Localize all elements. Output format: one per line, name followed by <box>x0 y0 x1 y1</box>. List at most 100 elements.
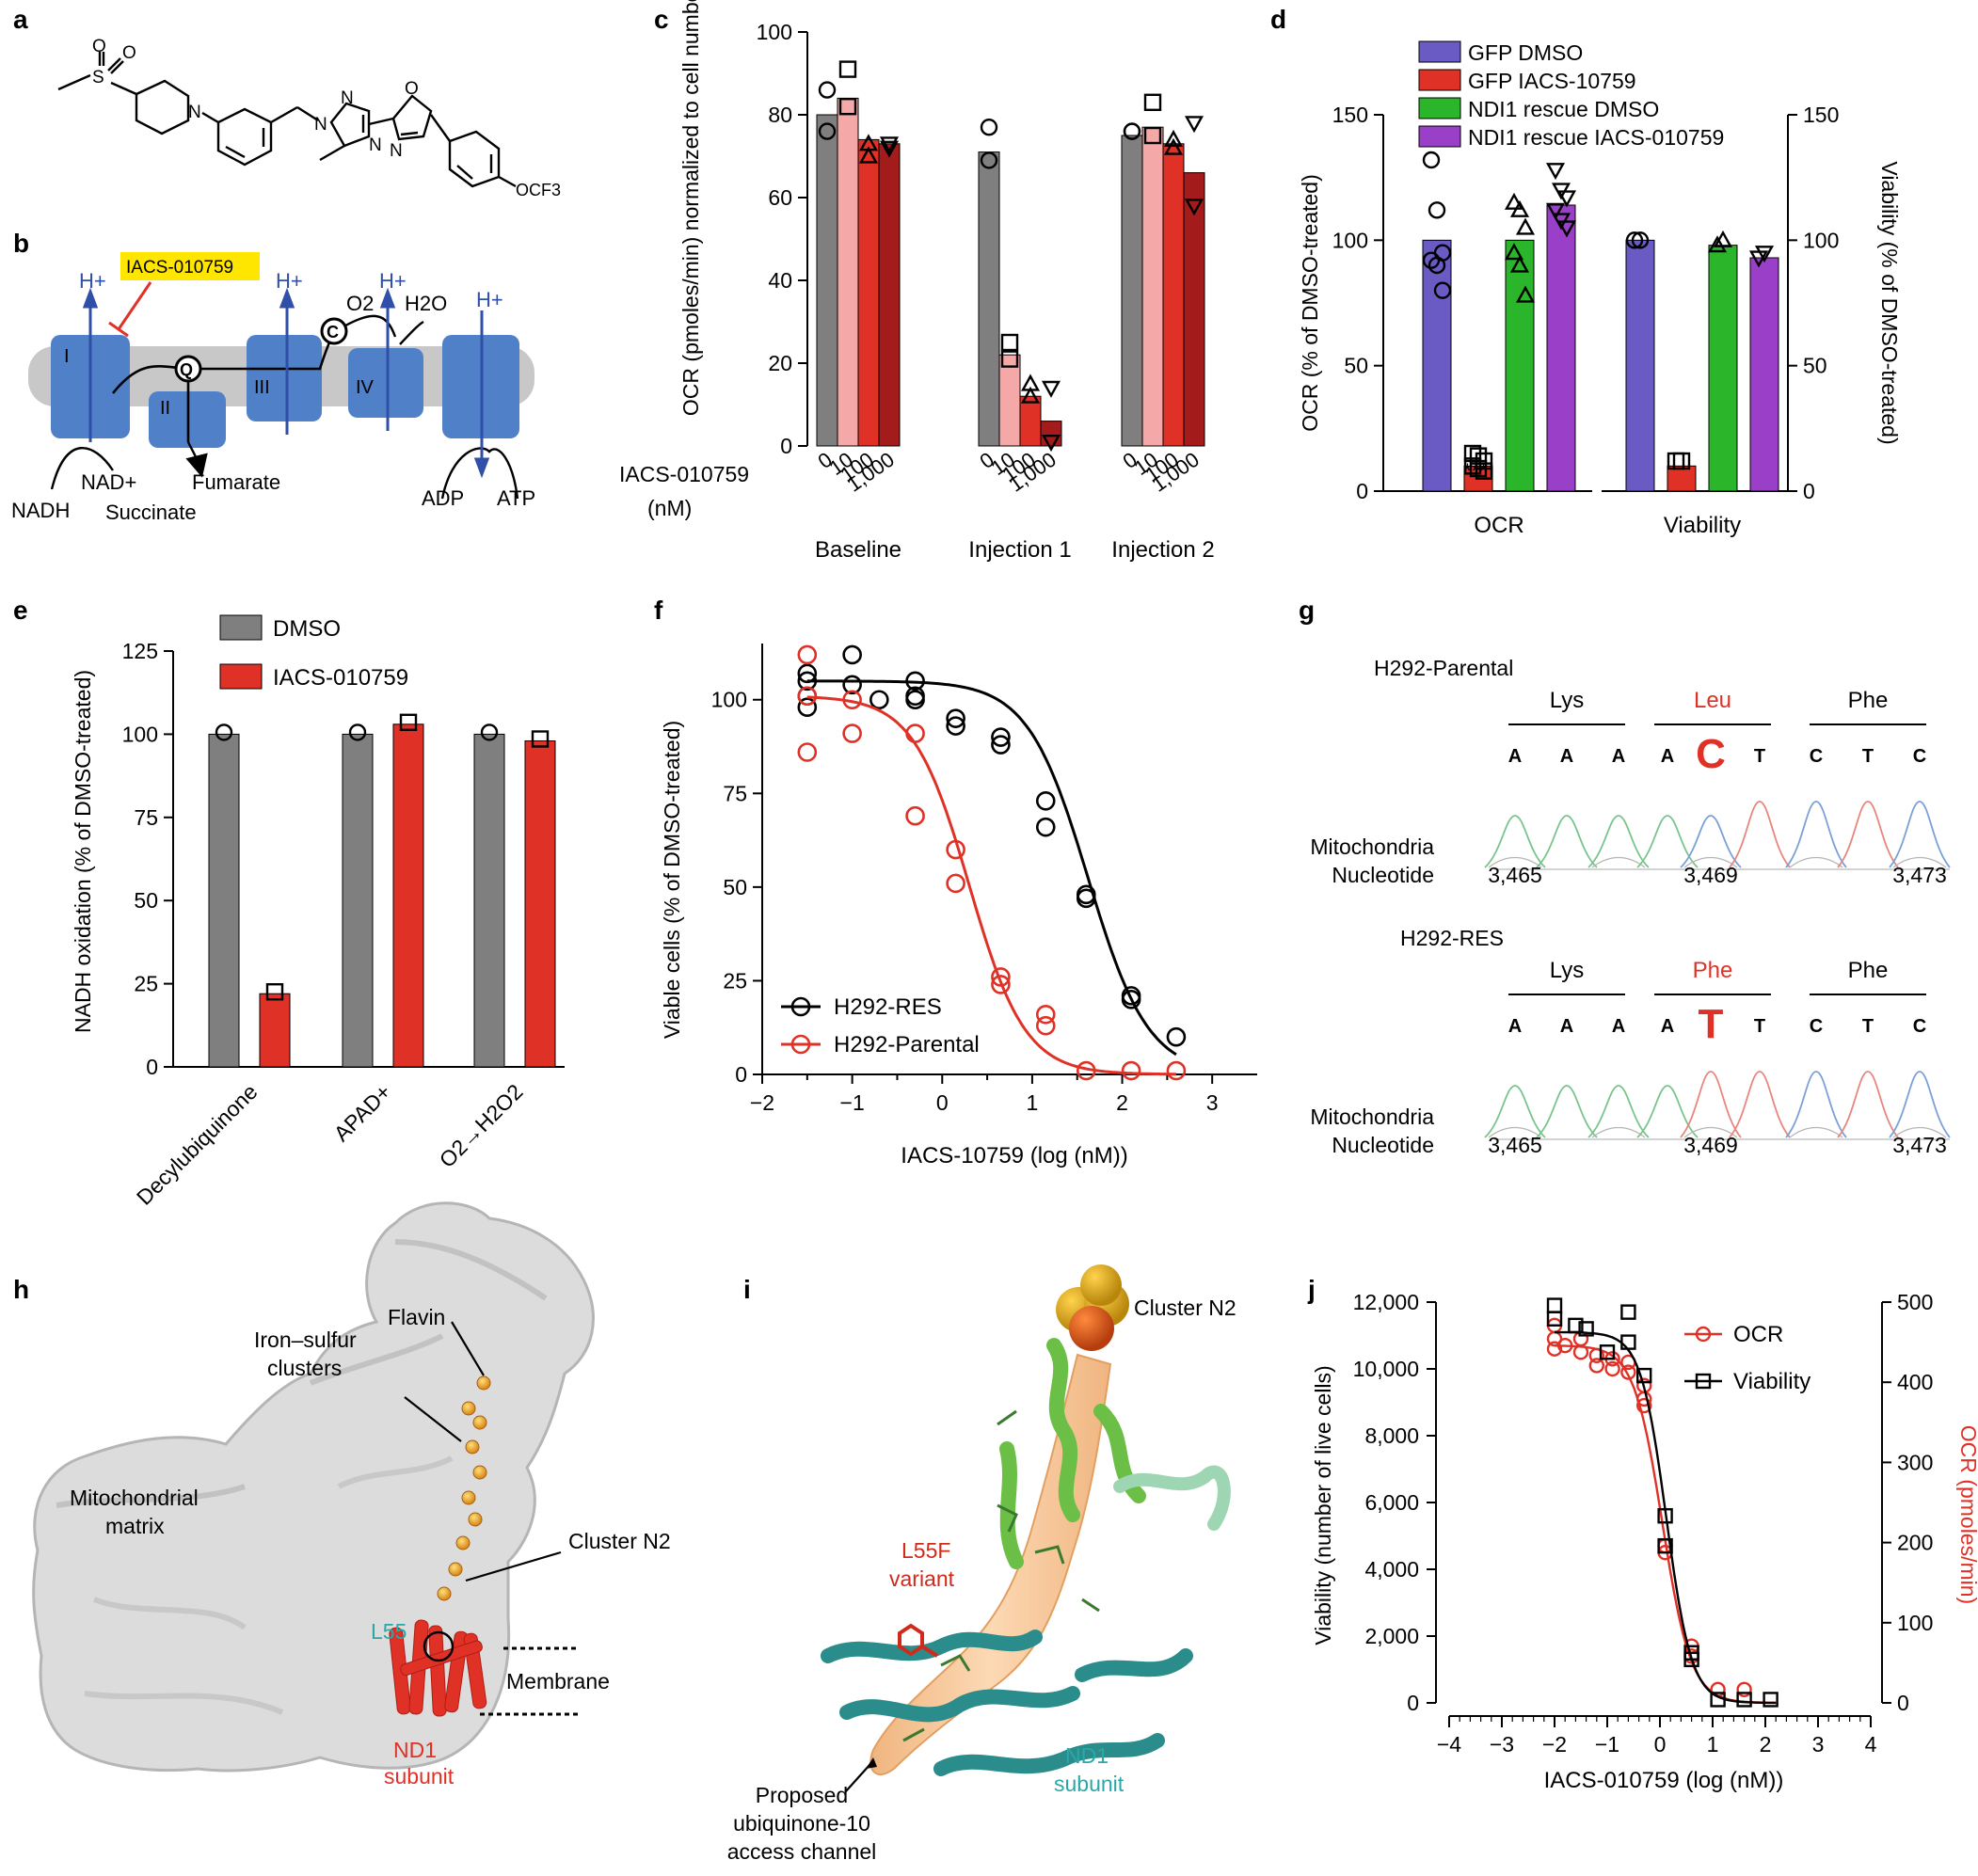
panel-e-category-label: Decylubiquinone <box>132 1079 263 1210</box>
chromatogram-peak <box>1785 801 1847 868</box>
panel-e-legend-label: DMSO <box>273 616 341 642</box>
chromatogram-peak <box>1587 815 1650 868</box>
panel-f-xtick-label: 3 <box>1206 1090 1219 1115</box>
l55f-label-2: variant <box>889 1566 955 1591</box>
l55-label: L55 <box>371 1619 407 1644</box>
panel-d-legend-label: GFP DMSO <box>1468 40 1583 65</box>
panel-g-sequencing: H292-Parental Lys Leu Phe A A A A C T C T C Mitochond… <box>1310 656 1951 1157</box>
panel-f-xtick-label: −1 <box>840 1090 865 1115</box>
panel-d-bar <box>1546 204 1576 492</box>
panel-j-ytick-label-left: 12,000 <box>1353 1290 1419 1314</box>
panel-j-ylabel-right: OCR (pmoles/min) <box>1956 1425 1978 1604</box>
panel-c-point <box>980 151 998 169</box>
proton-label-4: H+ <box>476 288 503 311</box>
panel-j-point <box>1635 1397 1652 1414</box>
panel-f-xtick-label: 1 <box>1027 1090 1039 1115</box>
panel-f-point <box>905 805 925 826</box>
panel-letters: a b c d e f g h i j <box>13 5 1316 1304</box>
panel-j-point <box>1657 1507 1673 1524</box>
panel-f-ylabel: Viable cells (% of DMSO-treated) <box>660 721 684 1039</box>
panel-f-xtick-label: 0 <box>936 1090 949 1115</box>
nucleotide-position: 3,473 <box>1892 1133 1947 1157</box>
panel-d-bar <box>1422 239 1452 492</box>
panel-e-ytick-label: 125 <box>122 639 158 663</box>
panel-d-group-label: Viability <box>1664 513 1741 538</box>
panel-f-point <box>842 675 862 695</box>
access-channel <box>869 1353 1112 1775</box>
panel-f-ytick-label: 0 <box>735 1062 747 1087</box>
o2-label: O2 <box>346 292 374 315</box>
panel-c-point <box>1000 350 1019 368</box>
panel-f-point <box>991 975 1011 994</box>
succinate-label: Succinate <box>105 501 197 524</box>
panel-f-fit-line <box>806 695 1176 1076</box>
l55f-label-1: L55F <box>901 1538 950 1563</box>
panel-d-point <box>1707 235 1728 253</box>
l55f-residue <box>898 1623 939 1658</box>
nucleotide-position: 3,473 <box>1892 863 1947 887</box>
panel-c-bar <box>1121 135 1143 447</box>
panel-c-point <box>1041 380 1061 398</box>
panel-j-xtick-label: −3 <box>1490 1732 1514 1757</box>
panel-j-xlabel: IACS-010759 (log (nM)) <box>1544 1768 1784 1793</box>
panel-c-point <box>1020 386 1041 404</box>
panel-f-point <box>1035 790 1056 811</box>
panel-f-point <box>1076 888 1096 909</box>
nd1-label-h-1: ND1 <box>393 1738 437 1762</box>
panel-f-xlabel: IACS-10759 (log (nM)) <box>901 1143 1127 1169</box>
panel-f-point <box>1121 1060 1141 1081</box>
panel-c-ytick-label: 20 <box>768 351 792 375</box>
panel-j-ytick-label-right: 200 <box>1897 1531 1933 1555</box>
panel-e-point <box>480 723 499 741</box>
panel-d-significance: *** <box>1463 459 1488 483</box>
atom-o-2: O <box>122 43 136 63</box>
cluster-n2-label-h: Cluster N2 <box>568 1529 671 1553</box>
proton-label-2: H+ <box>276 269 303 293</box>
panel-c-dose-label: 1,000 <box>842 448 898 497</box>
h2o-label: H2O <box>405 292 447 315</box>
panel-c-ytick-label: 60 <box>768 185 792 210</box>
panel-e-ytick-label: 100 <box>122 722 158 746</box>
panel-f-point <box>842 690 862 710</box>
atom-o-1: O <box>92 37 106 56</box>
panel-f-ytick-label: 75 <box>723 781 747 805</box>
cluster-n2-label-i: Cluster N2 <box>1134 1296 1236 1320</box>
panel-c-ylabel: OCR (pmoles/min) normalized to cell numb… <box>678 0 703 416</box>
sequencing-sample-name: H292-RES <box>1400 926 1504 950</box>
panel-a-atom-labels: O O S N N N N O N OCF3 <box>92 37 561 199</box>
chromatogram-peak <box>1536 1085 1598 1138</box>
panel-j-point <box>1620 1334 1636 1350</box>
chromatogram-noise <box>1488 1127 1542 1138</box>
panel-j-fit-line <box>1554 1344 1777 1705</box>
panel-f-fit-line <box>806 679 1177 1057</box>
inhibitor-highlight <box>120 252 260 280</box>
panel-c-point <box>858 146 879 164</box>
nucleotide-position: 3,465 <box>1488 863 1542 887</box>
chromatogram-peak <box>1680 1071 1742 1138</box>
panel-f-point <box>1166 1060 1187 1081</box>
atom-n-triazole-2: N <box>341 88 354 108</box>
panel-c-bar <box>978 151 1000 447</box>
panel-c-point <box>858 134 879 151</box>
panel-j-ytick-label-right: 100 <box>1897 1611 1933 1635</box>
panel-d-ytick-label-right: 150 <box>1803 103 1839 127</box>
fumarate-label: Fumarate <box>192 470 280 494</box>
panel-d-bar <box>1625 239 1655 492</box>
panel-f-point <box>797 697 818 718</box>
cluster-n2-sphere <box>1056 1264 1129 1351</box>
panel-f-legend-marker <box>790 1034 811 1055</box>
panel-j-legend-marker <box>1695 1373 1712 1390</box>
l55-marker <box>423 1630 455 1662</box>
base-call: A <box>1612 1016 1625 1037</box>
base-call: A <box>1560 746 1573 767</box>
panel-j-xtick-label: 4 <box>1865 1732 1877 1757</box>
panel-j-legend-label: Viability <box>1733 1369 1811 1394</box>
chromatogram-peak <box>1484 815 1546 868</box>
panel-j-point <box>1635 1367 1652 1384</box>
panel-c-bar <box>837 97 859 447</box>
panel-c-bar <box>1183 172 1205 447</box>
panel-d-ylabel-left: OCR (% of DMSO-treated) <box>1298 174 1322 432</box>
panel-c-ytick-label: 80 <box>768 103 792 127</box>
panel-d-point <box>1754 246 1775 263</box>
